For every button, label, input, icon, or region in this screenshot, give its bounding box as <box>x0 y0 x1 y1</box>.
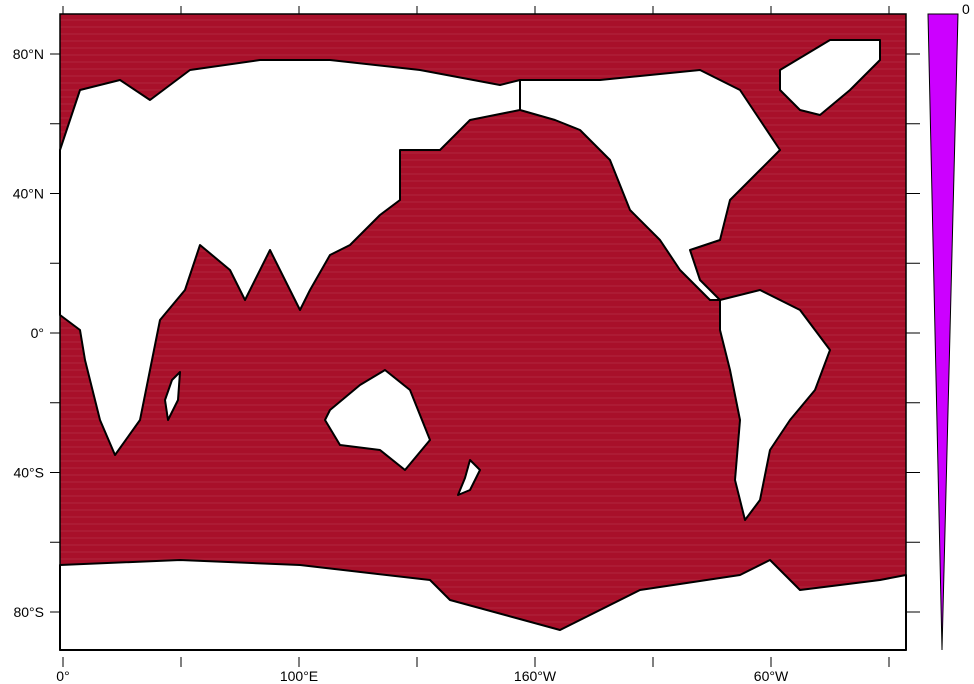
y-tick-label: 40°N <box>13 186 44 202</box>
landmass-south-america <box>719 289 831 521</box>
y-tick-label: 0° <box>31 325 44 341</box>
x-tick-label: 160°W <box>514 668 557 684</box>
landmass-greenland <box>779 39 881 116</box>
landmass-new-zealand <box>457 459 481 496</box>
landmass-madagascar <box>164 371 181 421</box>
landmass-africa-eurasia <box>59 59 521 456</box>
x-tick-label: 100°E <box>280 668 318 684</box>
y-tick-label: 40°S <box>13 465 44 481</box>
y-tick-label: 80°N <box>13 46 44 62</box>
colorbar <box>927 13 959 651</box>
colorbar-label: 0 <box>962 1 970 17</box>
x-tick-label: 60°W <box>754 668 789 684</box>
landmass-australia <box>324 369 431 471</box>
x-tick-label: 0° <box>56 668 69 684</box>
y-tick-label: 80°S <box>13 604 44 620</box>
map-frame <box>59 13 907 651</box>
landmass-north-america <box>519 69 781 301</box>
